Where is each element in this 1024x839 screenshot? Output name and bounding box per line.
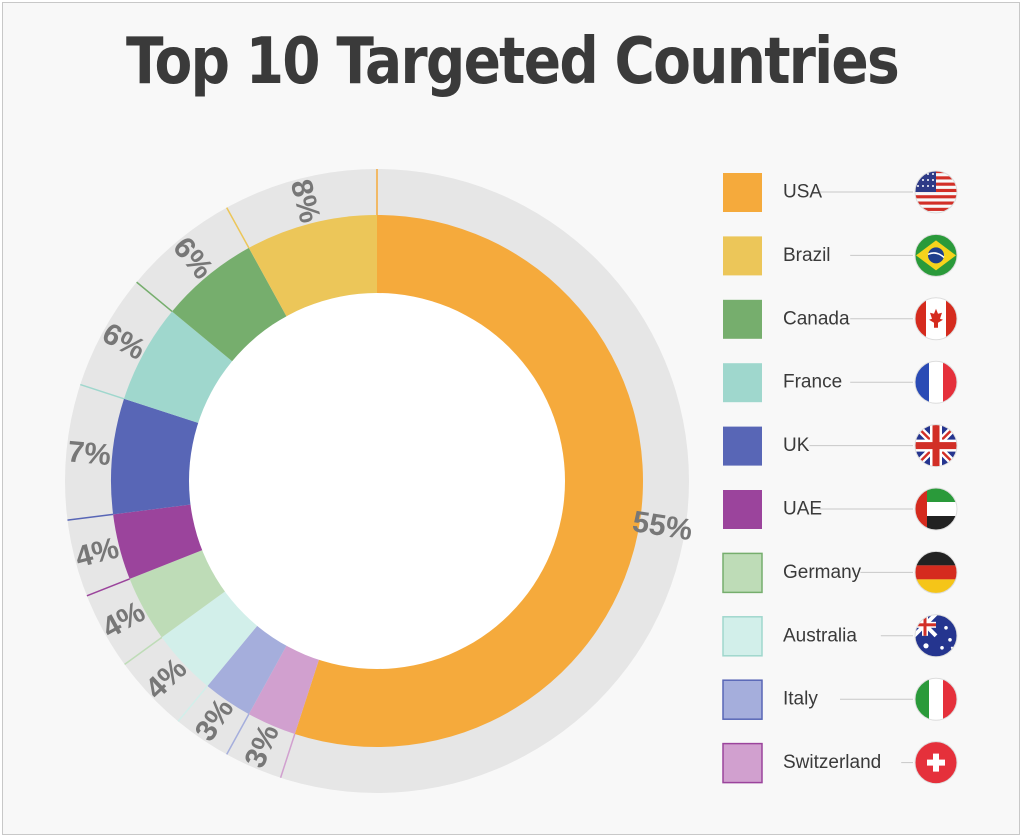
slice-separator <box>177 685 209 722</box>
donut-hole <box>189 293 565 669</box>
flag-usa-icon <box>914 170 958 214</box>
legend-item-germany: Germany <box>722 550 958 594</box>
slice-separator <box>226 713 250 755</box>
legend-swatch <box>722 616 763 657</box>
legend-label: Switzerland <box>783 752 881 773</box>
legend-label: Canada <box>783 308 850 329</box>
legend-label: UK <box>783 435 810 456</box>
flag-uae-icon <box>914 487 958 531</box>
slice-separator <box>136 281 173 313</box>
slice-label-uk: 7% <box>66 435 112 472</box>
slice-separator <box>279 733 296 778</box>
legend-label: Italy <box>783 689 818 710</box>
slice-separator <box>86 578 130 597</box>
flag-switzerland-icon <box>914 741 958 785</box>
legend-label: Brazil <box>783 245 831 266</box>
legend-item-australia: Australia <box>722 614 958 658</box>
legend-item-uae: UAE <box>723 487 958 531</box>
legend-label: UAE <box>783 499 822 520</box>
slice-separator <box>226 207 250 249</box>
chart-title: Top 10 Targeted Countries <box>125 25 900 99</box>
legend-swatch <box>723 173 762 212</box>
legend-swatch <box>723 363 762 403</box>
legend-swatch <box>722 679 763 720</box>
legend-label: USA <box>783 182 822 203</box>
legend-item-uk: UK <box>723 424 958 468</box>
legend-item-france: France <box>723 360 958 404</box>
flag-italy-icon <box>914 677 958 721</box>
flag-canada-icon <box>914 297 958 341</box>
flag-france-icon <box>914 360 958 404</box>
flag-germany-icon <box>914 550 958 594</box>
legend-swatch <box>722 742 763 784</box>
legend-label: Germany <box>783 562 862 583</box>
legend-swatch <box>723 299 762 339</box>
slice-separator <box>67 513 114 521</box>
legend-item-switzerland: Switzerland <box>722 741 958 785</box>
legend-item-brazil: Brazil <box>723 233 958 277</box>
legend-item-italy: Italy <box>722 677 958 721</box>
donut-chart: 55%3%3%4%4%4%7%6%6%8% USABrazilCanadaFra… <box>65 169 958 793</box>
legend-swatch <box>723 236 762 276</box>
slice-separator <box>124 636 163 665</box>
flag-uk-icon <box>914 424 958 468</box>
legend-swatch <box>722 552 763 594</box>
legend-swatch <box>723 490 762 529</box>
legend-swatch <box>723 426 762 466</box>
legend-label: France <box>783 372 842 393</box>
slice-separator <box>80 383 125 400</box>
flag-brazil-icon <box>914 233 958 277</box>
legend-label: Australia <box>783 625 857 646</box>
legend-item-canada: Canada <box>723 297 958 341</box>
flag-australia-icon <box>914 614 958 658</box>
legend-item-usa: USA <box>723 170 958 214</box>
